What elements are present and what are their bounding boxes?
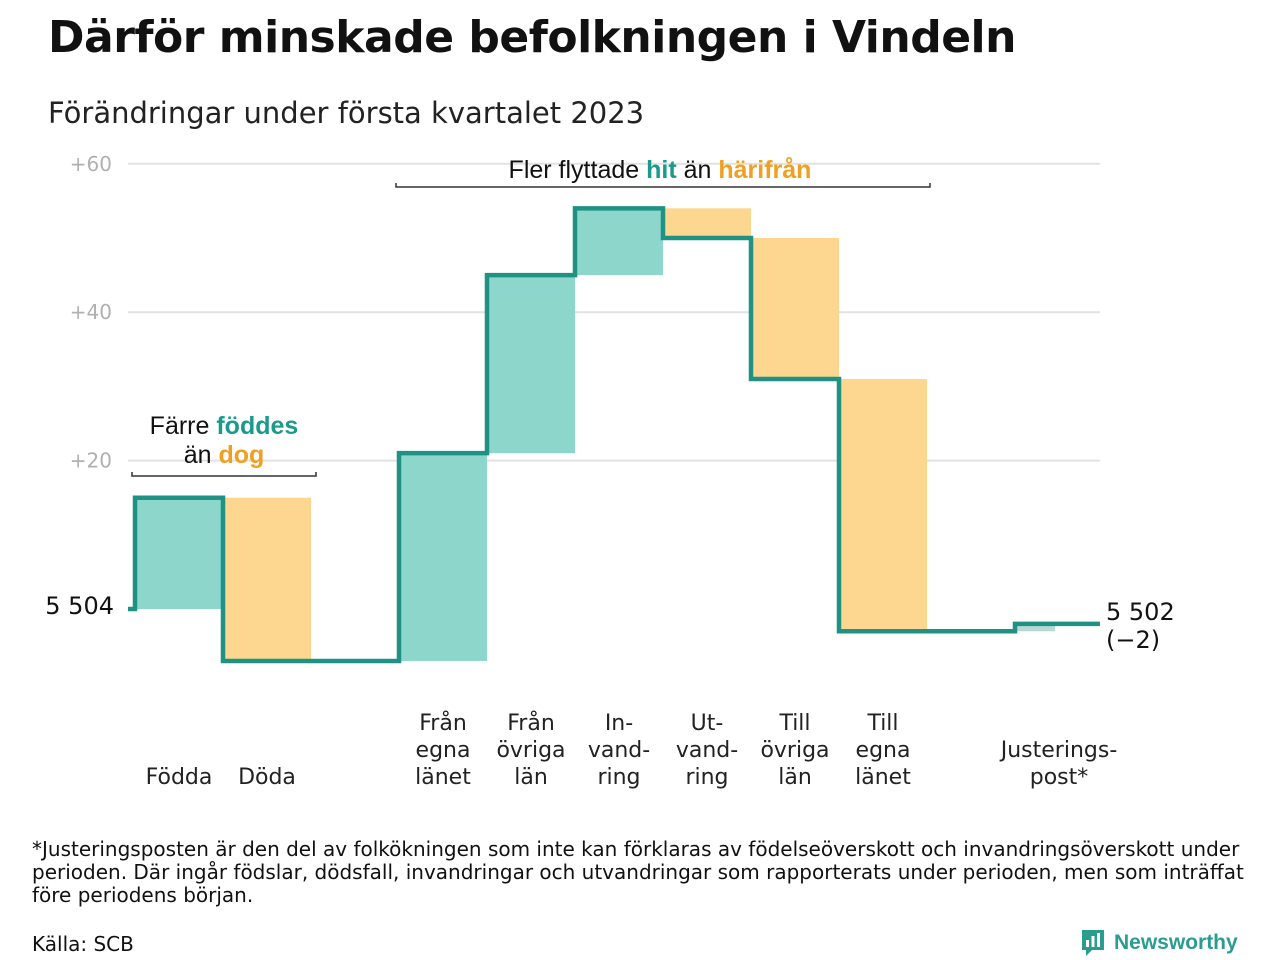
category-label: län [778,765,812,790]
category-label: Till [778,711,810,736]
category-label: Döda [238,765,296,790]
category-label: länet [855,765,911,790]
category-label: post* [1030,765,1089,790]
y-tick-label: +40 [70,300,112,324]
chart-subtitle: Förändringar under första kvartalet 2023 [48,96,645,130]
bars-layer [135,208,1055,661]
annotation-part: hit [646,156,677,184]
annotation-text: Fler flyttade hit än härifrån [509,156,812,184]
category-label: Från [507,710,555,736]
category-label: egna [416,738,471,763]
waterfall-bar [575,208,663,276]
category-label: övriga [760,738,829,763]
running-total-line [128,206,1100,664]
annotation-part: än [184,441,219,469]
category-label: vand- [676,738,738,763]
labels-layer: Födda DödaFrånegnalänetFrånövrigalänIn-va… [45,592,1174,790]
category-label: ring [597,765,640,790]
brand-name: Newsworthy [1114,931,1238,954]
category-label: Ut- [691,711,724,736]
waterfall-bar [135,497,223,609]
newsworthy-logo-icon [1082,930,1104,956]
waterfall-bar [1015,623,1055,632]
start-value-label: 5 504 [45,592,114,620]
line-layer [128,206,1100,664]
end-value-label: 5 502 [1106,598,1175,626]
category-label: Justerings- [999,738,1118,763]
category-label: länet [415,765,471,790]
chart-title: Därför minskade befolkningen i Vindeln [48,12,1016,63]
waterfall-bar [751,238,839,379]
waterfall-bar [399,453,487,661]
annotation-part: än [677,156,719,184]
y-tick-label: +20 [70,449,112,473]
annotation-part: Färre [150,412,217,440]
source-note: Källa: SCB [32,932,134,956]
waterfall-chart: +20+40+60 Födda DödaFrånegnalänetFrånövri… [45,152,1174,790]
end-change-label: (−2) [1106,626,1160,654]
category-label: vand- [588,738,650,763]
annotation-bracket [395,183,931,188]
waterfall-bar [487,275,575,454]
annotation-part: föddes [216,412,298,440]
category-label: Till [866,711,898,736]
grid-layer: +20 +40 +60 [70,152,1100,473]
brand-logo: Newsworthy [1080,928,1238,958]
footnote: *Justeringsposten är den del av folkökni… [32,837,1244,907]
category-label: ring [685,765,728,790]
annotation-part: härifrån [718,156,811,184]
category-label: egna [856,738,911,763]
category-label: In- [605,711,633,736]
waterfall-bar [223,497,311,661]
category-label: Från [419,710,467,736]
annotation-bracket [131,472,317,477]
category-label: län [514,765,548,790]
waterfall-bar [839,378,927,632]
annotation-text: Färre föddes [150,412,299,440]
y-tick-label: +60 [70,152,112,176]
category-label: övriga [496,738,565,763]
category-label: Födda [146,765,213,790]
annotation-part: dog [218,441,264,469]
annotation-text: än dog [184,441,265,469]
waterfall-bar [663,208,751,238]
annotation-part: Fler flyttade [509,156,647,184]
